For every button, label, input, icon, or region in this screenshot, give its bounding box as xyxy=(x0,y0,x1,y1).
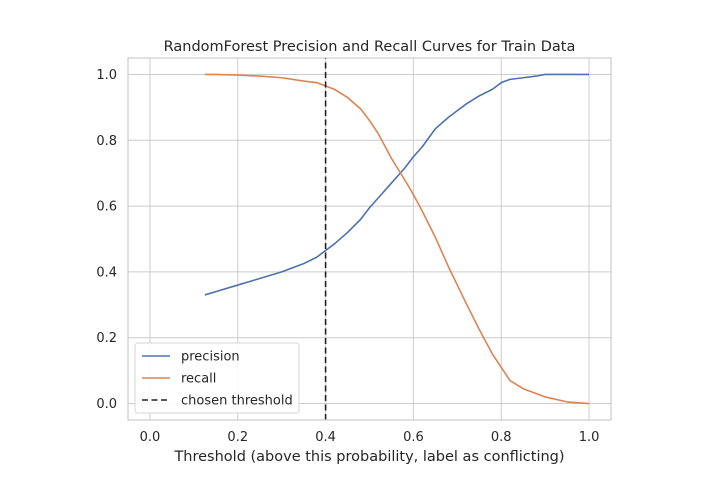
y-tick-label: 1.0 xyxy=(96,68,117,83)
x-tick-label: 0.8 xyxy=(491,430,512,445)
legend-label: recall xyxy=(181,372,216,387)
legend-box xyxy=(134,342,300,414)
y-tick-label: 0.2 xyxy=(96,331,117,346)
x-axis-label: Threshold (above this probability, label… xyxy=(173,449,564,465)
y-tick-label: 0.4 xyxy=(96,265,117,280)
plot-frame xyxy=(127,57,612,421)
legend-label: chosen threshold xyxy=(181,394,293,409)
x-tick-label: 0.6 xyxy=(403,430,424,445)
chart-title: RandomForest Precision and Recall Curves… xyxy=(164,39,576,55)
y-tick-label: 0.8 xyxy=(96,134,117,149)
x-tick-label: 0.4 xyxy=(315,430,336,445)
x-tick-label: 0.0 xyxy=(140,430,161,445)
y-tick-label: 0.0 xyxy=(96,397,117,412)
y-tick-label: 0.6 xyxy=(96,200,117,215)
legend-label: precision xyxy=(181,350,240,365)
series-line-recall xyxy=(204,73,590,405)
series-line-precision xyxy=(204,73,590,296)
x-tick-label: 1.0 xyxy=(579,430,600,445)
x-tick-label: 0.2 xyxy=(227,430,248,445)
